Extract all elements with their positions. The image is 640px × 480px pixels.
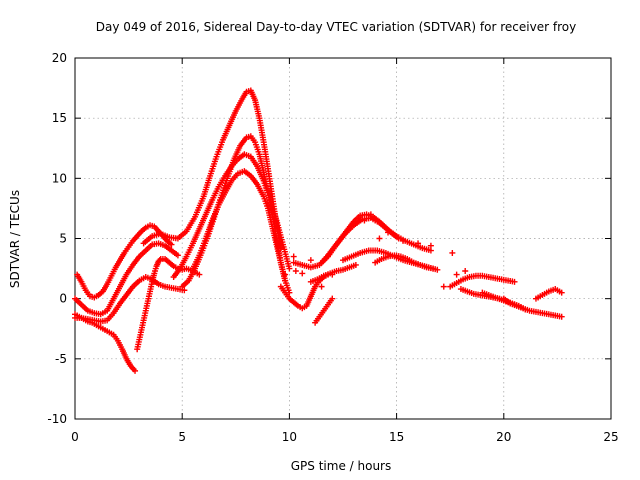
data-point <box>329 295 336 302</box>
data-point <box>449 249 456 256</box>
data-point <box>367 211 374 218</box>
data-point <box>440 283 447 290</box>
data-point <box>286 265 293 272</box>
data-point <box>361 217 368 224</box>
chart-title: Day 049 of 2016, Sidereal Day-to-day VTE… <box>96 20 576 34</box>
x-tick-label: 20 <box>496 430 511 444</box>
data-point <box>318 283 325 290</box>
data-point <box>181 287 188 294</box>
data-point <box>453 271 460 278</box>
data-point <box>168 241 175 248</box>
data-point <box>329 271 336 278</box>
data-point <box>430 265 437 272</box>
y-tick-label: -5 <box>55 352 67 366</box>
x-tick-label: 5 <box>178 430 186 444</box>
data-point <box>415 240 422 247</box>
y-tick-label: 15 <box>52 111 67 125</box>
y-tick-label: 20 <box>52 51 67 65</box>
data-point <box>376 235 383 242</box>
data-point <box>395 235 402 242</box>
data-point <box>385 229 392 236</box>
data-point <box>427 242 434 249</box>
data-point <box>462 267 469 274</box>
y-tick-label: 10 <box>52 171 67 185</box>
data-point <box>282 271 289 278</box>
data-point <box>156 257 163 264</box>
data-point <box>196 271 203 278</box>
x-tick-label: 15 <box>389 430 404 444</box>
data-point <box>352 261 359 268</box>
data-point <box>307 257 314 264</box>
axis-ticks: 0 5 10 15 20 25 -10 -5 0 5 10 15 20 <box>47 51 618 444</box>
data-point <box>558 289 565 296</box>
data-point <box>174 252 181 259</box>
y-tick-label: 5 <box>59 232 67 246</box>
x-axis-label: GPS time / hours <box>291 459 392 473</box>
y-tick-label: 0 <box>59 292 67 306</box>
data-point <box>517 304 524 311</box>
x-tick-label: 10 <box>282 430 297 444</box>
y-axis-label: SDTVAR / TECUs <box>8 190 22 288</box>
x-tick-label: 0 <box>71 430 79 444</box>
data-point <box>558 313 565 320</box>
data-point <box>132 367 139 374</box>
data-point <box>400 237 407 244</box>
data-point <box>511 278 518 285</box>
data-point <box>292 267 299 274</box>
data-point <box>290 253 297 260</box>
y-tick-label: -10 <box>47 412 67 426</box>
data-points <box>72 87 565 374</box>
data-point <box>299 270 306 277</box>
data-point <box>434 266 441 273</box>
x-tick-label: 25 <box>603 430 618 444</box>
